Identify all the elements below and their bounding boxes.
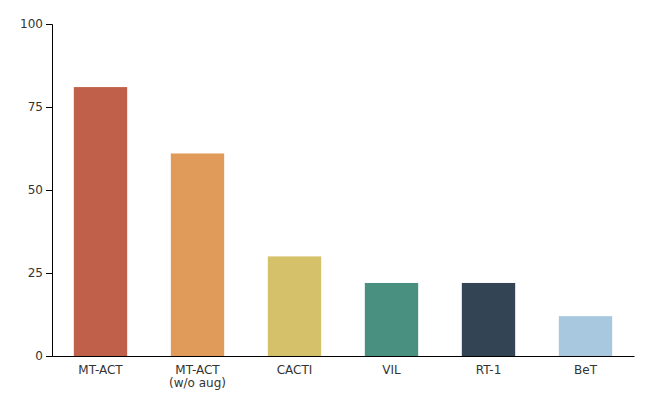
y-tick: 75 bbox=[28, 100, 52, 114]
x-tick: MT-ACT(w/o aug) bbox=[169, 363, 226, 391]
x-tick-label: RT-1 bbox=[476, 363, 502, 377]
x-tick: MT-ACT bbox=[78, 363, 123, 377]
x-axis: MT-ACTMT-ACT(w/o aug)CACTIVILRT-1BeT bbox=[53, 357, 635, 391]
x-tick-label-line: CACTI bbox=[277, 363, 313, 377]
x-tick: RT-1 bbox=[476, 363, 502, 377]
bar bbox=[268, 256, 321, 356]
x-tick-label-line: VIL bbox=[382, 363, 401, 377]
bar bbox=[365, 283, 418, 356]
y-tick: 0 bbox=[35, 349, 52, 363]
y-tick-label: 25 bbox=[28, 266, 43, 280]
x-tick-label-line: BeT bbox=[574, 363, 598, 377]
x-tick-label: MT-ACT(w/o aug) bbox=[169, 363, 226, 391]
y-tick-label: 50 bbox=[28, 183, 43, 197]
x-tick-label-line: MT-ACT bbox=[175, 363, 220, 377]
x-tick-label-line: (w/o aug) bbox=[169, 376, 226, 390]
plot: 0255075100MT-ACTMT-ACT(w/o aug)CACTIVILR… bbox=[20, 17, 634, 390]
y-axis-line bbox=[46, 25, 53, 357]
bar bbox=[462, 283, 515, 356]
x-tick-label-line: RT-1 bbox=[476, 363, 502, 377]
x-tick-label: MT-ACT bbox=[78, 363, 123, 377]
x-tick-label: BeT bbox=[574, 363, 598, 377]
y-tick-mark bbox=[46, 356, 52, 357]
y-tick: 25 bbox=[28, 266, 52, 280]
y-tick-mark bbox=[46, 273, 52, 274]
x-tick: CACTI bbox=[277, 363, 313, 377]
y-tick-label: 0 bbox=[35, 349, 43, 363]
bar bbox=[171, 153, 224, 356]
x-tick-label-line: MT-ACT bbox=[78, 363, 123, 377]
bar bbox=[559, 316, 612, 356]
y-axis: 0 25 50 75 100 bbox=[20, 17, 52, 363]
y-tick-mark bbox=[46, 24, 52, 25]
x-tick-label: CACTI bbox=[277, 363, 313, 377]
x-tick-label: VIL bbox=[382, 363, 401, 377]
x-tick: VIL bbox=[382, 363, 401, 377]
chart: 0255075100MT-ACTMT-ACT(w/o aug)CACTIVILR… bbox=[0, 0, 658, 418]
y-tick-mark bbox=[46, 107, 52, 108]
x-tick: BeT bbox=[574, 363, 598, 377]
y-tick: 100 bbox=[20, 17, 52, 31]
y-tick: 50 bbox=[28, 183, 52, 197]
y-tick-label: 75 bbox=[28, 100, 43, 114]
y-tick-label: 100 bbox=[20, 17, 43, 31]
bars bbox=[74, 87, 612, 356]
bar bbox=[74, 87, 127, 356]
x-axis-line bbox=[53, 356, 635, 357]
y-tick-mark bbox=[46, 190, 52, 191]
